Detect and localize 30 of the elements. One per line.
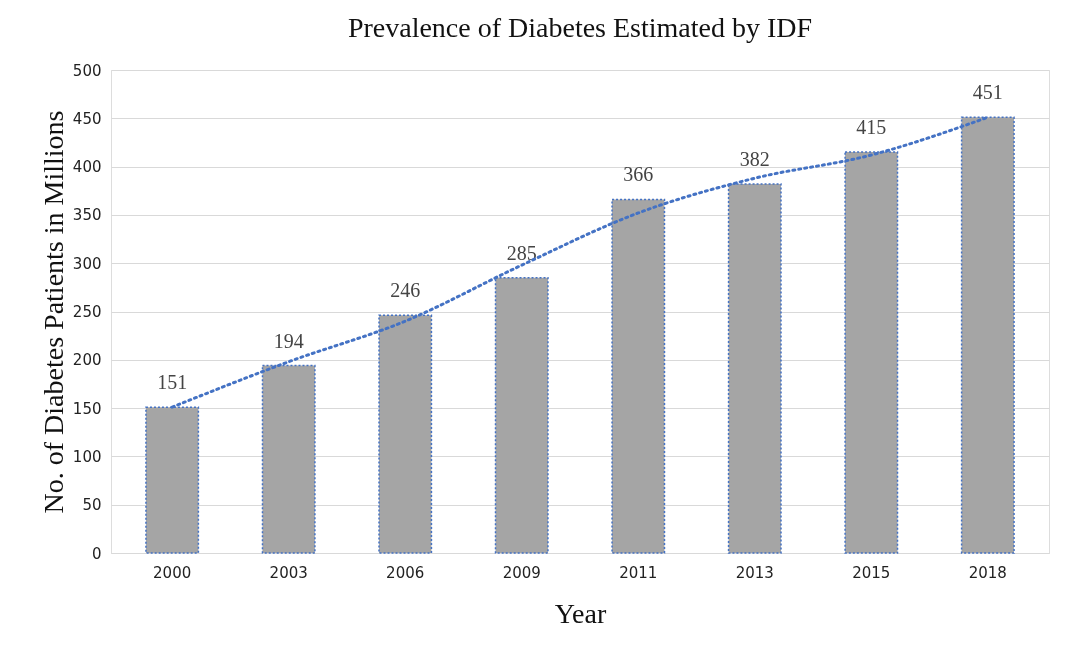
y-axis-title: No. of Diabetes Patients in Millions [37, 110, 69, 514]
x-tick-label: 2009 [502, 563, 541, 582]
y-tick-label: 400 [72, 158, 102, 177]
x-tick-label: 2011 [619, 563, 658, 582]
x-tick-label: 2013 [735, 563, 774, 582]
y-tick-label: 100 [72, 447, 102, 466]
chart-title: Prevalence of Diabetes Estimated by IDF [347, 12, 813, 43]
y-tick-label: 0 [91, 544, 102, 563]
y-tick-label: 350 [72, 206, 102, 225]
y-tick-label: 250 [72, 303, 102, 321]
y-tick-label: 500 [72, 61, 102, 80]
y-tick-label: 150 [72, 399, 102, 418]
x-tick-label: 2003 [269, 563, 308, 582]
y-tick-label: 200 [72, 351, 102, 370]
y-tick-label: 450 [72, 109, 102, 128]
data-label: 246 [390, 279, 421, 302]
data-label: 285 [506, 241, 537, 264]
x-tick-label: 2006 [386, 563, 425, 582]
x-tick-label: 2000 [153, 563, 192, 582]
data-label: 366 [623, 163, 654, 186]
data-label: 382 [739, 147, 770, 170]
data-label: 415 [856, 116, 887, 139]
y-tick-label: 300 [72, 254, 102, 273]
x-tick-label: 2018 [968, 563, 1007, 582]
y-tick-label: 50 [82, 496, 102, 515]
data-label: 151 [157, 371, 188, 394]
data-label: 451 [972, 81, 1003, 104]
x-axis-title: Year [554, 597, 607, 629]
x-tick-label: 2015 [852, 563, 891, 582]
data-label: 194 [273, 329, 304, 352]
